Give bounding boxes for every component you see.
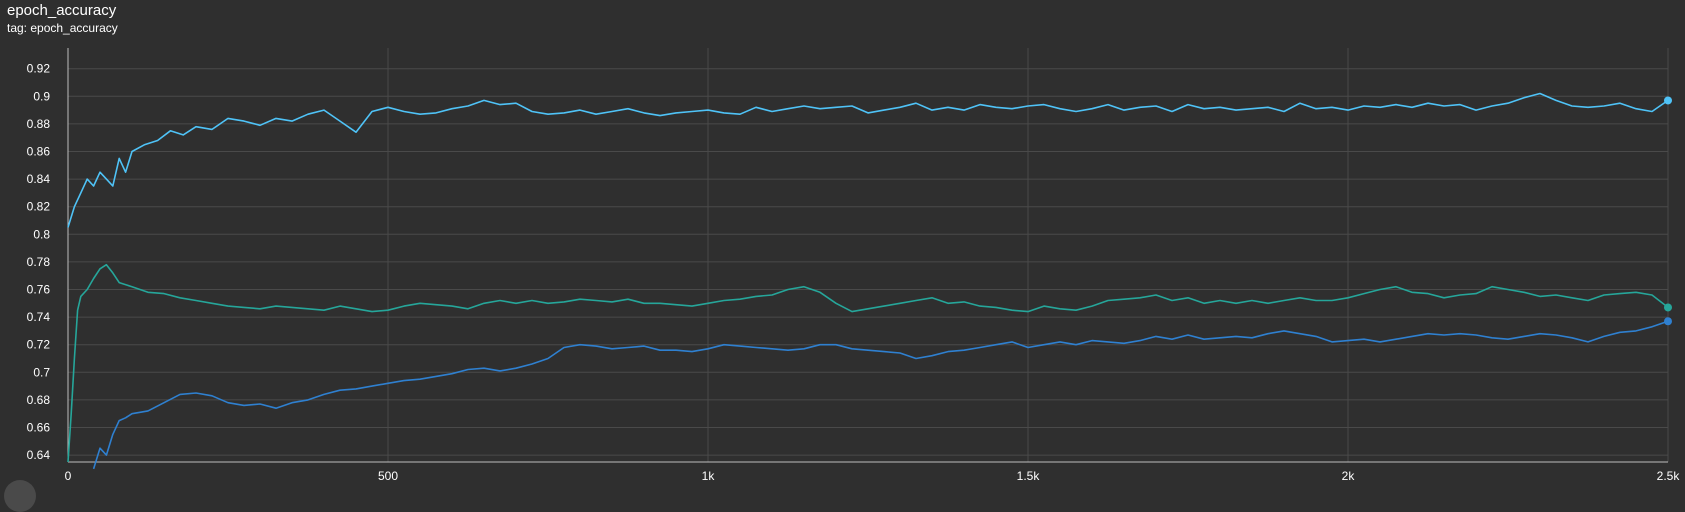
axes (67, 48, 1668, 463)
y-tick-label: 0.86 (27, 145, 51, 159)
series-lines (67, 92, 1672, 470)
line-chart[interactable]: 0.92 0.9 0.88 0.86 0.84 0.82 0.8 0.78 0.76 0.74 0.… (0, 0, 1685, 491)
y-tick-label: 0.92 (27, 62, 51, 76)
y-tick-label: 0.7 (33, 365, 50, 379)
series-end-point-2[interactable] (1664, 303, 1672, 312)
x-tick-label: 1k (702, 469, 716, 483)
grid (67, 48, 1669, 462)
fit-domain-button[interactable] (4, 480, 36, 512)
y-tick-label: 0.76 (27, 283, 51, 297)
y-tick-label: 0.64 (27, 448, 51, 462)
chart-tag: tag: epoch_accuracy (7, 21, 118, 35)
y-tick-label: 0.66 (27, 421, 51, 435)
series-line-2[interactable] (67, 263, 1669, 463)
x-tick-label: 1.5k (1017, 469, 1041, 483)
tick-labels: 0.92 0.9 0.88 0.86 0.84 0.82 0.8 0.78 0.76 0.74 0.… (27, 62, 1681, 483)
x-tick-label: 2k (1342, 469, 1356, 483)
y-tick-label: 0.72 (27, 338, 51, 352)
y-tick-label: 0.88 (27, 117, 51, 131)
chart-title: epoch_accuracy (7, 2, 117, 19)
y-tick-label: 0.74 (27, 310, 51, 324)
y-tick-label: 0.78 (27, 255, 51, 269)
y-tick-label: 0.8 (33, 227, 50, 241)
series-line-1[interactable] (67, 92, 1669, 228)
y-tick-label: 0.84 (27, 172, 51, 186)
series-end-point-3[interactable] (1664, 317, 1672, 326)
x-tick-label: 500 (378, 469, 398, 483)
series-line-3[interactable] (92, 320, 1669, 470)
y-tick-label: 0.9 (33, 89, 50, 103)
x-tick-label: 2.5k (1657, 469, 1681, 483)
y-tick-label: 0.68 (27, 393, 51, 407)
y-tick-label: 0.82 (27, 200, 51, 214)
x-tick-label: 0 (65, 469, 72, 483)
series-end-point-1[interactable] (1664, 96, 1672, 105)
